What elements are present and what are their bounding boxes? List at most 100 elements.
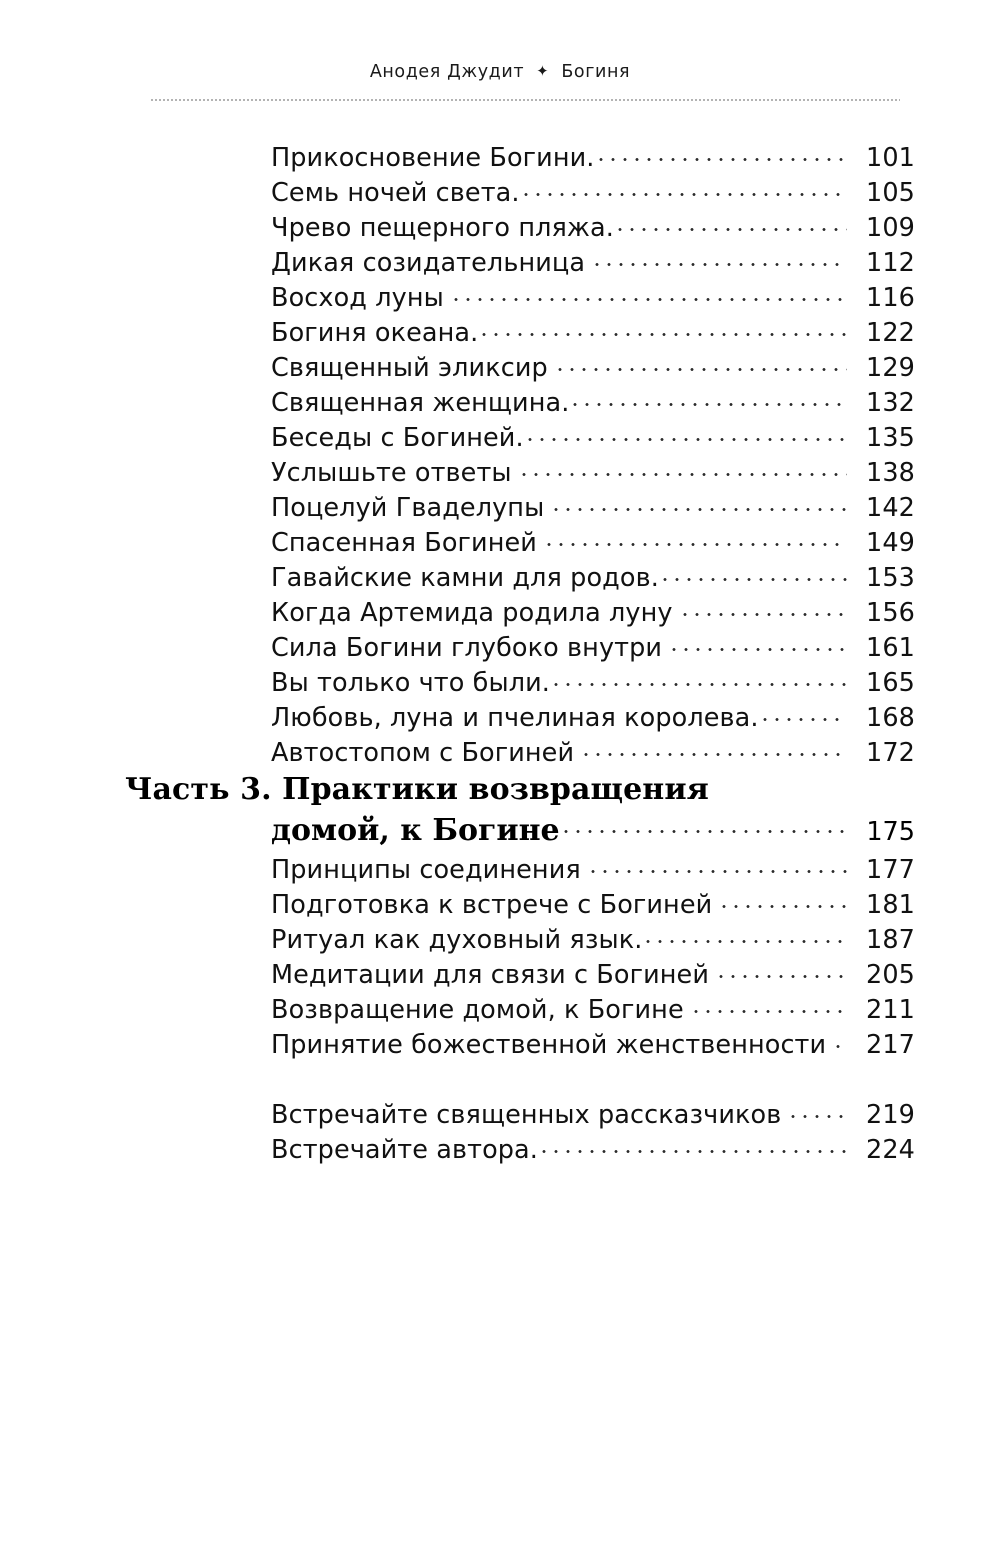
toc-entry[interactable]: Священный эликсир 129 [125, 350, 915, 385]
toc-entry[interactable]: Чрево пещерного пляжа. 109 [125, 210, 915, 245]
toc-entry[interactable]: Ритуал как духовный язык. 187 [125, 922, 915, 957]
toc-entry[interactable]: Прикосновение Богини. 101 [125, 140, 915, 175]
toc-entry-title: Любовь, луна и пчелиная королева. [271, 702, 759, 733]
toc-leader-dots [642, 922, 847, 948]
toc-entry-page-number: 219 [866, 1099, 915, 1130]
toc-entry-title: Автостопом с Богиней [271, 737, 575, 768]
toc-entry[interactable]: Священная женщина. 132 [125, 385, 915, 420]
toc-entry-title: Чрево пещерного пляжа. [271, 212, 614, 243]
toc-entry-page-number: 132 [866, 387, 915, 418]
toc-entry-title: Беседы с Богиней. [271, 422, 524, 453]
toc-entry-title: Подготовка к встрече с Богиней [271, 889, 713, 920]
toc-leader-dots [591, 245, 847, 271]
toc-leader-dots [658, 560, 847, 586]
toc-entry-page-number: 224 [866, 1134, 915, 1165]
toc-entry[interactable]: Встречайте священных рассказчиков 219 [125, 1097, 915, 1132]
toc-leader-dots [758, 700, 847, 726]
toc-entry-page-number: 168 [866, 702, 915, 733]
toc-leader-dots [613, 210, 847, 236]
header-book-title: Богиня [561, 62, 631, 82]
toc-entry-page-number: 101 [866, 142, 915, 173]
toc-entry-title: Медитации для связи с Богиней [271, 959, 710, 990]
toc-entry-page-number: 217 [866, 1029, 915, 1060]
toc-leader-dots [689, 992, 847, 1018]
toc-entry-title: Принципы соединения [271, 854, 581, 885]
toc-entry[interactable]: Гавайские камни для родов. 153 [125, 560, 915, 595]
toc-entry[interactable]: Дикая созидательница 112 [125, 245, 915, 280]
toc-entry[interactable]: Автостопом с Богиней 172 [125, 735, 915, 770]
toc-entry-title: Спасенная Богиней [271, 527, 537, 558]
toc-entry[interactable]: Богиня океана. 122 [125, 315, 915, 350]
toc-entry-page-number: 211 [866, 994, 915, 1025]
toc-entry-title: Гавайские камни для родов. [271, 562, 659, 593]
toc-leader-dots [569, 385, 847, 411]
toc-leader-dots [550, 490, 847, 516]
toc-leader-dots [542, 525, 847, 551]
toc-entry-page-number: 129 [866, 352, 915, 383]
toc-leader-dots [559, 810, 847, 840]
toc-entry[interactable]: Подготовка к встрече с Богиней 181 [125, 887, 915, 922]
toc-entry-page-number: 116 [866, 282, 915, 313]
header-author: Анодея Джудит [369, 62, 525, 82]
toc-part-heading-line-1: Часть 3. Практики возвращения [125, 772, 709, 807]
toc-leader-dots [449, 280, 847, 306]
toc-entry-title: Возвращение домой, к Богине [271, 994, 684, 1025]
toc-entry-title: Встречайте священных рассказчиков [271, 1099, 782, 1130]
toc-entry-page-number: 172 [866, 737, 915, 768]
toc-entry-page-number: 161 [866, 632, 915, 663]
toc-entry-page-number: 138 [866, 457, 915, 488]
toc-entry-title: Когда Артемида родила луну [271, 597, 673, 628]
toc-leader-dots [519, 175, 847, 201]
toc-entry-page-number: 177 [866, 854, 915, 885]
toc-entry[interactable]: Сила Богини глубоко внутри 161 [125, 630, 915, 665]
toc-entry-title: Священная женщина. [271, 387, 570, 418]
toc-leader-dots [668, 630, 847, 656]
toc-entry-page-number: 205 [866, 959, 915, 990]
toc-entry-title: Принятие божественной женственности [271, 1029, 827, 1060]
toc-entry-title: Восход луны [271, 282, 444, 313]
toc-entry[interactable]: Возвращение домой, к Богине 211 [125, 992, 915, 1027]
toc-entry-page-number: 135 [866, 422, 915, 453]
toc-entry-page-number: 112 [866, 247, 915, 278]
toc-leader-dots [550, 665, 847, 691]
toc-entry-page-number: 109 [866, 212, 915, 243]
toc-entry[interactable]: Вы только что были. 165 [125, 665, 915, 700]
toc-entry[interactable]: Когда Артемида родила луну 156 [125, 595, 915, 630]
toc-entry-page-number: 149 [866, 527, 915, 558]
toc-leader-dots [478, 315, 847, 341]
toc-entry[interactable]: Восход луны 116 [125, 280, 915, 315]
toc-leader-dots [718, 887, 847, 913]
toc-entry[interactable]: Медитации для связи с Богиней 205 [125, 957, 915, 992]
toc-leader-dots [517, 455, 847, 481]
toc-entry[interactable]: Принципы соединения 177 [125, 852, 915, 887]
toc-entry-title: Богиня океана. [271, 317, 479, 348]
header-divider-rule [150, 99, 900, 101]
toc-entry[interactable]: Принятие божественной женственности 217 [125, 1027, 915, 1062]
toc-entry-page-number: 156 [866, 597, 915, 628]
toc-entry[interactable]: Семь ночей света. 105 [125, 175, 915, 210]
toc-entry[interactable]: Беседы с Богиней. 135 [125, 420, 915, 455]
table-of-contents: Прикосновение Богини. 101 Семь ночей света… [125, 140, 915, 1167]
toc-entry[interactable]: Любовь, луна и пчелиная королева. 168 [125, 700, 915, 735]
toc-entry-title: Поцелуй Гваделупы [271, 492, 545, 523]
toc-leader-dots [580, 735, 847, 761]
toc-leader-dots [715, 957, 847, 983]
toc-entry-title: Дикая созидательница [271, 247, 586, 278]
toc-leader-dots [678, 595, 847, 621]
toc-leader-dots [553, 350, 847, 376]
toc-entry-page-number: 181 [866, 889, 915, 920]
toc-entry-title: Священный эликсир [271, 352, 548, 383]
toc-entry-title: Семь ночей света. [271, 177, 520, 208]
toc-leader-dots [586, 852, 847, 878]
toc-section-spacer [125, 1062, 915, 1097]
toc-entry[interactable]: Поцелуй Гваделупы 142 [125, 490, 915, 525]
toc-entry[interactable]: Встречайте автора. 224 [125, 1132, 915, 1167]
toc-part-heading[interactable]: Часть 3. Практики возвращения домой, к Бо… [125, 770, 915, 852]
toc-entry[interactable]: Услышьте ответы 138 [125, 455, 915, 490]
running-header: Анодея Джудит ✦ Богиня [0, 62, 1000, 82]
toc-entry-page-number: 122 [866, 317, 915, 348]
toc-leader-dots [594, 140, 847, 166]
toc-entry-title: Встречайте автора. [271, 1134, 538, 1165]
toc-entry-page-number: 142 [866, 492, 915, 523]
toc-entry[interactable]: Спасенная Богиней 149 [125, 525, 915, 560]
